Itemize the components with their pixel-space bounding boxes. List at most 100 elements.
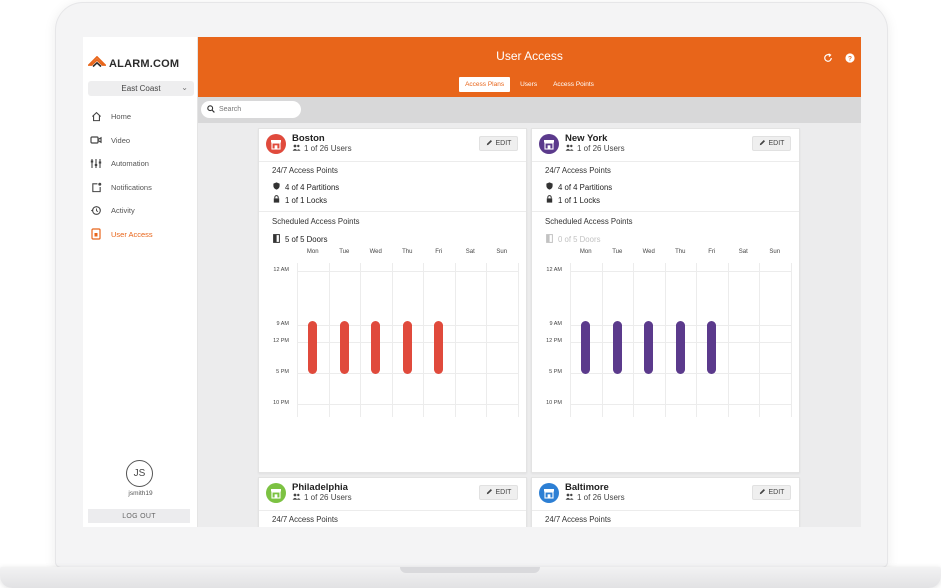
edit-button[interactable]: EDIT xyxy=(752,485,791,500)
grid-line xyxy=(570,263,571,417)
always-access-title: 24/7 Access Points xyxy=(545,515,611,524)
app-screen: ALARM.COM East Coast ⌄ Home Video xyxy=(83,37,861,527)
tab-users[interactable]: Users xyxy=(520,81,538,88)
tab-access-points[interactable]: Access Points xyxy=(553,81,594,88)
day-label: Tue xyxy=(612,249,623,255)
grid-line xyxy=(696,263,697,417)
tab-access-plans[interactable]: Access Plans xyxy=(459,77,511,92)
alarm-logo-icon xyxy=(88,56,106,68)
day-label: Fri xyxy=(435,249,443,255)
schedule-bar-tue[interactable] xyxy=(339,321,349,374)
store-icon xyxy=(539,483,559,503)
store-icon xyxy=(539,134,559,154)
day-label: Mon xyxy=(579,249,592,255)
door-icon xyxy=(546,234,553,245)
partitions-text: 4 of 4 Partitions xyxy=(558,182,613,192)
video-camera-icon xyxy=(90,134,102,146)
notification-icon xyxy=(90,181,102,193)
grid-line xyxy=(486,263,487,417)
region-select[interactable]: East Coast ⌄ xyxy=(88,81,194,96)
user-count: 1 of 26 Users xyxy=(565,144,625,153)
access-plan-card-boston: Boston 1 of 26 Users EDIT 24/7 Access Po… xyxy=(258,128,527,473)
search-bar: Search xyxy=(198,97,861,123)
header-actions: ? xyxy=(823,50,855,68)
help-icon[interactable]: ? xyxy=(845,50,855,68)
location-name: New York xyxy=(565,133,608,144)
schedule-bar-fri[interactable] xyxy=(707,321,717,374)
store-icon xyxy=(266,483,286,503)
edit-label: EDIT xyxy=(768,140,785,147)
brand-name: ALARM.COM xyxy=(109,58,180,70)
edit-button[interactable]: EDIT xyxy=(752,136,791,151)
access-plan-card-baltimore: Baltimore 1 of 26 Users EDIT 24/7 Access… xyxy=(531,477,800,527)
shield-icon xyxy=(546,182,553,192)
day-label: Fri xyxy=(708,249,716,255)
users-icon xyxy=(565,144,574,153)
partitions-row: 4 of 4 Partitions xyxy=(273,182,339,192)
sidebar-item-label: Automation xyxy=(111,159,149,169)
grid-line xyxy=(297,404,518,405)
schedule-bar-thu[interactable] xyxy=(402,321,412,374)
schedule-bar-wed[interactable] xyxy=(644,321,654,374)
home-icon xyxy=(90,111,102,123)
logout-button[interactable]: LOG OUT xyxy=(88,509,190,523)
time-label: 9 AM xyxy=(276,321,289,327)
schedule-bar-fri[interactable] xyxy=(434,321,444,374)
edit-button[interactable]: EDIT xyxy=(479,485,518,500)
grid-line xyxy=(570,404,791,405)
automation-sliders-icon xyxy=(90,158,102,170)
edit-label: EDIT xyxy=(768,489,785,496)
time-label: 5 PM xyxy=(549,369,562,375)
day-label: Wed xyxy=(369,249,382,255)
user-count-text: 1 of 26 Users xyxy=(577,493,625,502)
sidebar-item-label: User Access xyxy=(111,229,153,239)
schedule-bar-wed[interactable] xyxy=(371,321,381,374)
users-icon xyxy=(292,144,301,153)
schedule-bar-mon[interactable] xyxy=(581,321,591,374)
lock-icon xyxy=(273,195,280,205)
sidebar-item-activity[interactable]: Activity xyxy=(83,199,198,223)
day-label: Wed xyxy=(642,249,655,255)
activity-history-icon xyxy=(90,205,102,217)
brand-logo[interactable]: ALARM.COM xyxy=(88,55,179,73)
avatar[interactable]: JS xyxy=(126,460,153,487)
user-count: 1 of 26 Users xyxy=(292,493,352,502)
divider xyxy=(532,161,799,162)
schedule-bar-thu[interactable] xyxy=(675,321,685,374)
user-count: 1 of 26 Users xyxy=(565,493,625,502)
sidebar-item-automation[interactable]: Automation xyxy=(83,152,198,176)
card-header: Boston 1 of 26 Users EDIT xyxy=(259,129,526,161)
time-label: 10 PM xyxy=(273,400,289,406)
time-label: 12 AM xyxy=(273,267,289,273)
time-label: 12 AM xyxy=(546,267,562,273)
refresh-icon[interactable] xyxy=(823,50,833,68)
pencil-icon xyxy=(759,139,766,148)
locks-row: 1 of 1 Locks xyxy=(273,195,327,205)
edit-button[interactable]: EDIT xyxy=(479,136,518,151)
schedule-bar-tue[interactable] xyxy=(612,321,622,374)
sidebar: ALARM.COM East Coast ⌄ Home Video xyxy=(83,37,198,527)
time-label: 10 PM xyxy=(546,400,562,406)
sidebar-item-notifications[interactable]: Notifications xyxy=(83,176,198,200)
weekly-schedule-chart: Mon Tue Wed Thu Fri Sat Sun 12 AM 9 AM 12 PM 5 PM 1… xyxy=(532,247,801,417)
day-label: Sat xyxy=(738,249,748,255)
sidebar-nav: Home Video Automation Notifications xyxy=(83,105,198,246)
partitions-text: 4 of 4 Partitions xyxy=(285,182,340,192)
door-icon xyxy=(273,234,280,245)
day-label: Thu xyxy=(402,249,413,255)
day-label: Mon xyxy=(306,249,319,255)
grid-line xyxy=(601,263,603,417)
edit-label: EDIT xyxy=(495,489,512,496)
weekly-schedule-chart: Mon Tue Wed Thu Fri Sat Sun 12 AM 9 AM 12 PM 5 PM 1… xyxy=(259,247,528,417)
pencil-icon xyxy=(759,488,766,497)
schedule-bar-mon[interactable] xyxy=(308,321,318,374)
always-access-title: 24/7 Access Points xyxy=(272,166,338,175)
divider xyxy=(532,510,799,511)
search-input[interactable]: Search xyxy=(201,101,301,118)
day-label: Sun xyxy=(769,249,781,255)
sidebar-item-user-access[interactable]: User Access xyxy=(83,223,198,247)
grid-line xyxy=(297,263,298,417)
chevron-down-icon: ⌄ xyxy=(181,83,188,92)
sidebar-item-video[interactable]: Video xyxy=(83,129,198,153)
sidebar-item-home[interactable]: Home xyxy=(83,105,198,129)
